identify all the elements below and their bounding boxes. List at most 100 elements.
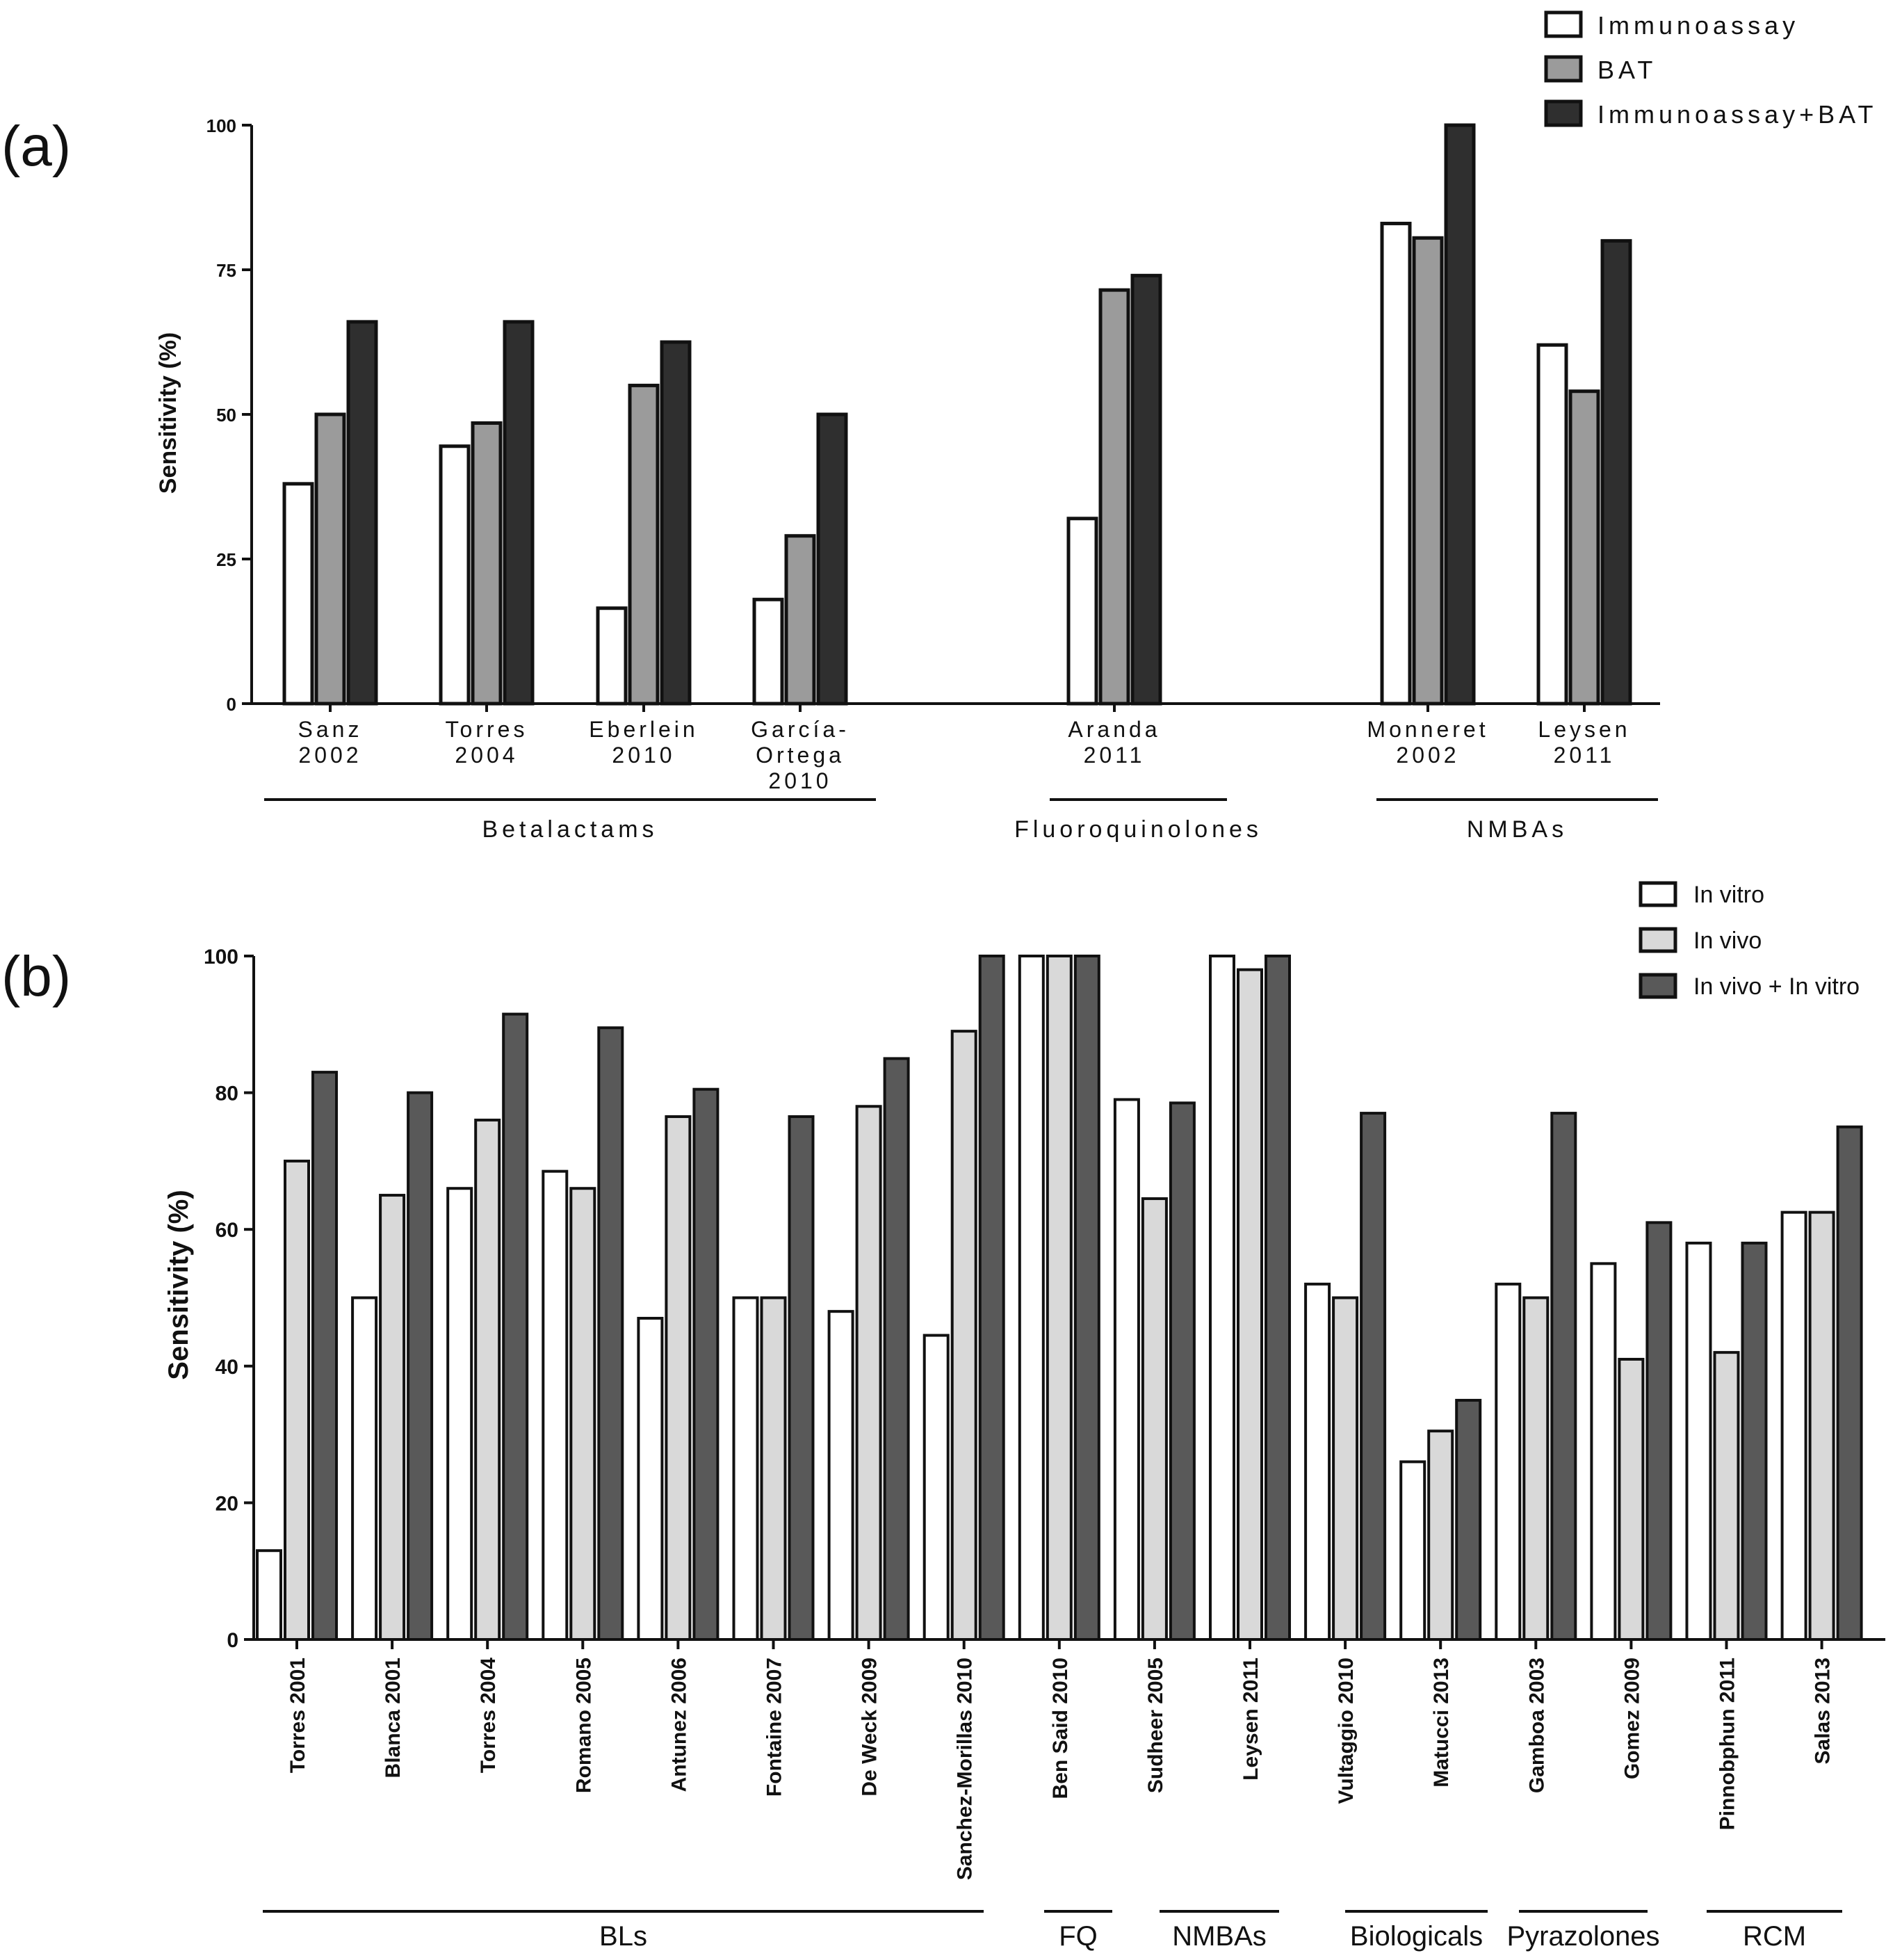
bar-in-vivo-sudheer-2005 [1141, 1197, 1168, 1641]
panel-a-x-tick-label: 2010 [612, 743, 675, 768]
bar-in-vivo-ben-said-2010 [1046, 955, 1073, 1641]
bar-immunoassay-bat-aranda-2011 [1130, 273, 1162, 706]
bar-in-vivo-in-vitro-gomez-2009 [1645, 1221, 1673, 1641]
bar-in-vivo-leysen-2011 [1237, 968, 1263, 1642]
bar-in-vivo-sanchez-morillas-2010 [950, 1030, 977, 1641]
legend-label-bat: BAT [1598, 56, 1657, 84]
bar-in-vitro-torres-2004 [446, 1187, 473, 1641]
panel-b-x-tick-label: Antunez 2006 [667, 1658, 690, 1792]
bar-in-vitro-romano-2005 [542, 1169, 569, 1641]
panel-b-y-tick-label: 20 [216, 1492, 238, 1515]
bar-in-vivo-pinnobphun-2011 [1713, 1351, 1740, 1641]
bar-in-vitro-torres-2001 [256, 1549, 282, 1641]
group-label-betalactams: Betalactams [482, 816, 658, 843]
group-label-nmbas: NMBAs [1467, 816, 1568, 843]
legend-swatch-in-vivo [1639, 927, 1677, 953]
panel-b-x-tick-label: De Weck 2009 [859, 1658, 881, 1797]
bar-immunoassay-bat-sanz-2002 [346, 320, 378, 706]
bar-in-vivo-in-vitro-sudheer-2005 [1169, 1101, 1196, 1641]
legend-swatch-immunoassay [1544, 10, 1583, 38]
panel-b-x-tick-label: Romano 2005 [572, 1658, 595, 1793]
panel-a-x-tick-label: Aranda [1068, 717, 1160, 742]
legend-label-in-vitro: In vitro [1693, 882, 1764, 908]
bar-in-vitro-gomez-2009 [1590, 1262, 1617, 1641]
bar-in-vivo-in-vitro-matucci-2013 [1455, 1398, 1482, 1641]
panel-a-x-tick-label: 2010 [768, 768, 831, 793]
legend-swatch-immunoassay-bat [1544, 99, 1583, 127]
bar-in-vivo-torres-2004 [474, 1118, 501, 1642]
panel-a-legend: Immunoassay BAT Immunoassay+BAT [1544, 10, 1873, 129]
group-label-rcm: RCM [1743, 1921, 1806, 1952]
bar-immunoassay-bat-eberlein-2010 [660, 340, 692, 706]
bar-in-vivo-in-vitro-pinnobphun-2011 [1741, 1241, 1768, 1641]
group-label-pyrazolones: Pyrazolones [1506, 1921, 1659, 1952]
bar-in-vivo-salas-2013 [1808, 1210, 1835, 1641]
panel-a: (a) Sensitivity (%) ImmunoassayBATImmuno… [1, 10, 1873, 843]
panel-b-y-tick-label: 80 [216, 1083, 238, 1105]
bar-in-vivo-gamboa-2003 [1522, 1296, 1550, 1641]
group-label-fluoroquinolones: Fluoroquinolones [1014, 816, 1262, 843]
bar-in-vivo-gomez-2009 [1618, 1357, 1645, 1641]
bar-in-vivo-blanca-2001 [379, 1194, 406, 1642]
bar-in-vitro-sudheer-2005 [1113, 1098, 1140, 1642]
bar-in-vitro-leysen-2011 [1209, 955, 1235, 1641]
bar-immunoassay-garc-a-ortega-2010 [752, 597, 784, 706]
legend-swatch-bat [1544, 55, 1583, 83]
panel-b-y-tick-label: 60 [216, 1219, 238, 1242]
panel-a-x-tick-label: 2011 [1084, 743, 1146, 768]
panel-b-y-tick-label: 40 [216, 1356, 238, 1379]
panel-b-group-brackets: BLs FQ NMBAs Biologicals Pyrazolones RCM [263, 1910, 1842, 1952]
panel-a-x-tick-label: García- [751, 717, 849, 742]
panel-b-x-tick-label: Matucci 2013 [1430, 1658, 1453, 1788]
bar-in-vivo-de-weck-2009 [855, 1105, 882, 1641]
legend-swatch-in-vitro [1639, 881, 1677, 907]
bar-immunoassay-bat-leysen-2011 [1600, 238, 1632, 706]
bar-bat-eberlein-2010 [628, 383, 660, 706]
group-label-bls: BLs [599, 1921, 647, 1952]
bar-in-vivo-vultaggio-2010 [1332, 1296, 1359, 1641]
panel-a-y-tick-label: 75 [216, 260, 236, 281]
legend-swatch-in-vivo-in-vitro [1639, 973, 1677, 999]
panel-b-x-tick-label: Gamboa 2003 [1525, 1658, 1548, 1793]
bar-immunoassay-aranda-2011 [1066, 517, 1098, 706]
legend-label-in-vivo-in-vitro: In vivo + In vitro [1693, 973, 1860, 1000]
bar-in-vitro-pinnobphun-2011 [1685, 1241, 1712, 1641]
panel-b-x-tick-label: Leysen 2011 [1239, 1658, 1262, 1781]
bar-in-vitro-salas-2013 [1780, 1210, 1807, 1641]
panel-a-x-tick-label: Leysen [1538, 717, 1630, 742]
panel-a-y-tick-label: 50 [216, 405, 236, 426]
bar-in-vivo-in-vitro-vultaggio-2010 [1360, 1112, 1387, 1641]
panel-b-x-tick-label: Torres 2004 [477, 1658, 500, 1774]
panel-a-x-tick-label: Ortega [756, 743, 845, 768]
bar-bat-monneret-2002 [1412, 236, 1444, 706]
bar-in-vitro-sanchez-morillas-2010 [922, 1334, 950, 1641]
panel-a-y-tick-label: 25 [216, 549, 236, 570]
panel-b-x-axis: Torres 2001 Blanca 2001 Torres 2004 Romano … [254, 1638, 1885, 1880]
panel-b-x-tick-label: Ben Said 2010 [1049, 1658, 1072, 1799]
panel-a-x-tick-label: Sanz [298, 717, 363, 742]
legend-label-immunoassay: Immunoassay [1598, 11, 1799, 40]
panel-b-bars [256, 955, 1863, 1642]
bar-in-vivo-in-vitro-sanchez-morillas-2010 [978, 955, 1005, 1641]
bar-bat-leysen-2011 [1568, 389, 1600, 706]
panel-a-x-tick-label: 2004 [455, 743, 518, 768]
bar-in-vivo-in-vitro-ben-said-2010 [1073, 955, 1100, 1641]
panel-a-label: (a) [1, 115, 71, 178]
panel-b-y-tick-label: 0 [227, 1629, 238, 1652]
bar-in-vitro-de-weck-2009 [827, 1310, 854, 1642]
bar-in-vivo-fontaine-2007 [760, 1296, 787, 1641]
bar-bat-garc-a-ortega-2010 [784, 534, 816, 706]
panel-a-group-brackets: Betalactams Fluoroquinolones NMBAs [264, 798, 1658, 843]
bar-in-vivo-antunez-2006 [665, 1115, 692, 1641]
bar-in-vivo-in-vitro-antunez-2006 [692, 1087, 720, 1642]
panel-a-x-tick-label: 2002 [1396, 743, 1459, 768]
group-label-fq: FQ [1059, 1921, 1098, 1952]
panel-b-x-tick-label: Blanca 2001 [382, 1658, 405, 1778]
bar-in-vivo-matucci-2013 [1427, 1429, 1454, 1642]
bar-bat-sanz-2002 [314, 412, 346, 706]
panel-a-x-tick-label: Torres [446, 717, 528, 742]
bar-in-vitro-blanca-2001 [351, 1296, 378, 1641]
bar-in-vitro-matucci-2013 [1399, 1460, 1426, 1641]
